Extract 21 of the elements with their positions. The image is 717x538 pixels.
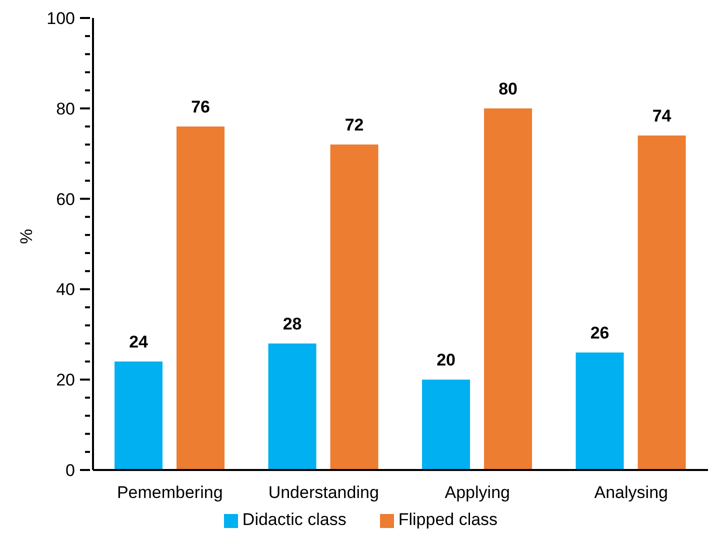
data-label: 72	[344, 116, 364, 135]
data-label: 20	[436, 350, 456, 370]
data-label: 74	[652, 106, 672, 126]
data-label: 80	[498, 79, 518, 98]
x-tick-label: Applying	[444, 483, 510, 502]
data-label: 28	[282, 314, 302, 334]
y-axis-title: %	[17, 228, 36, 244]
y-tick-label: 60	[56, 190, 75, 209]
x-tick-label: Understanding	[268, 483, 379, 502]
y-tick-label: 0	[66, 460, 75, 480]
data-label: 24	[129, 332, 149, 352]
x-tick-label: Analysing	[594, 483, 668, 502]
y-tick-label: 20	[56, 370, 75, 390]
data-label: 26	[590, 323, 610, 342]
data-label: 76	[191, 97, 210, 116]
y-tick-label: 80	[56, 99, 75, 118]
legend-label: Flipped class	[398, 510, 498, 529]
y-tick-label: 40	[56, 280, 75, 300]
legend-label: Didactic class	[242, 510, 346, 529]
x-tick-label: Pemembering	[116, 483, 223, 502]
y-tick-label: 100	[46, 8, 75, 28]
